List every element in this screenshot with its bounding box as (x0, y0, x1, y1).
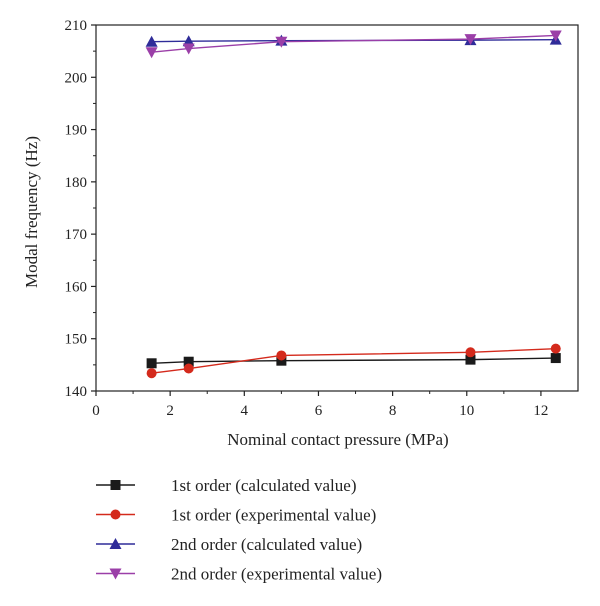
legend-label: 1st order (calculated value) (171, 476, 357, 495)
y-tick-label: 140 (65, 384, 88, 400)
legend-item-1: 1st order (calculated value) (96, 476, 357, 495)
data-point (276, 350, 287, 361)
x-tick-label: 8 (389, 403, 397, 419)
data-point (182, 35, 195, 47)
x-tick-label: 6 (315, 403, 323, 419)
data-point (550, 343, 561, 354)
data-point (146, 358, 157, 369)
legend: 1st order (calculated value) 1st order (e… (96, 476, 382, 584)
y-tick-label: 150 (65, 332, 88, 348)
data-point (464, 34, 477, 46)
plot-frame (95, 24, 579, 392)
y-tick-label: 160 (65, 279, 88, 295)
legend-marker (109, 568, 122, 580)
y-tick-label: 170 (65, 227, 88, 243)
series-layer (145, 30, 562, 379)
series-line (151, 34, 556, 53)
data-point (145, 47, 158, 59)
data-point (182, 43, 195, 55)
legend-marker (109, 538, 122, 549)
legend-label: 2nd order (experimental value) (171, 565, 382, 584)
series-1 (146, 353, 561, 369)
series-line (151, 357, 556, 364)
y-tick-label: 210 (65, 18, 88, 34)
legend-marker (110, 509, 121, 520)
data-point (465, 354, 476, 365)
data-point (549, 30, 562, 42)
legend-marker (110, 480, 121, 490)
data-point (550, 353, 561, 364)
data-point (275, 36, 288, 48)
data-point (146, 368, 157, 379)
legend-label: 1st order (experimental value) (171, 506, 376, 525)
data-point (183, 363, 194, 374)
x-tick-label: 2 (166, 403, 174, 419)
y-axis-title: Modal frequency (Hz) (22, 136, 41, 288)
x-tick-label: 4 (241, 403, 249, 419)
x-axis-title: Nominal contact pressure (MPa) (227, 430, 448, 449)
legend-item-2: 1st order (experimental value) (96, 506, 376, 525)
data-point (145, 35, 158, 47)
legend-label: 2nd order (calculated value) (171, 535, 362, 554)
y-tick-label: 180 (65, 175, 88, 191)
data-point (465, 347, 476, 358)
x-tick-label: 10 (459, 403, 474, 419)
x-tick-label: 0 (92, 403, 100, 419)
y-tick-label: 200 (65, 70, 88, 86)
legend-item-3: 2nd order (calculated value) (96, 535, 362, 554)
data-point (276, 355, 287, 366)
x-axis: 0 2 4 6 8 10 12 (92, 391, 548, 419)
y-tick-label: 190 (65, 123, 88, 139)
legend-item-4: 2nd order (experimental value) (96, 565, 382, 584)
y-axis: 140 150 160 170 180 190 200 210 (65, 18, 96, 400)
data-point (183, 356, 194, 367)
plot-border (95, 24, 579, 392)
series-2 (146, 343, 561, 379)
series-4 (145, 30, 562, 59)
x-tick-label: 12 (533, 403, 548, 419)
